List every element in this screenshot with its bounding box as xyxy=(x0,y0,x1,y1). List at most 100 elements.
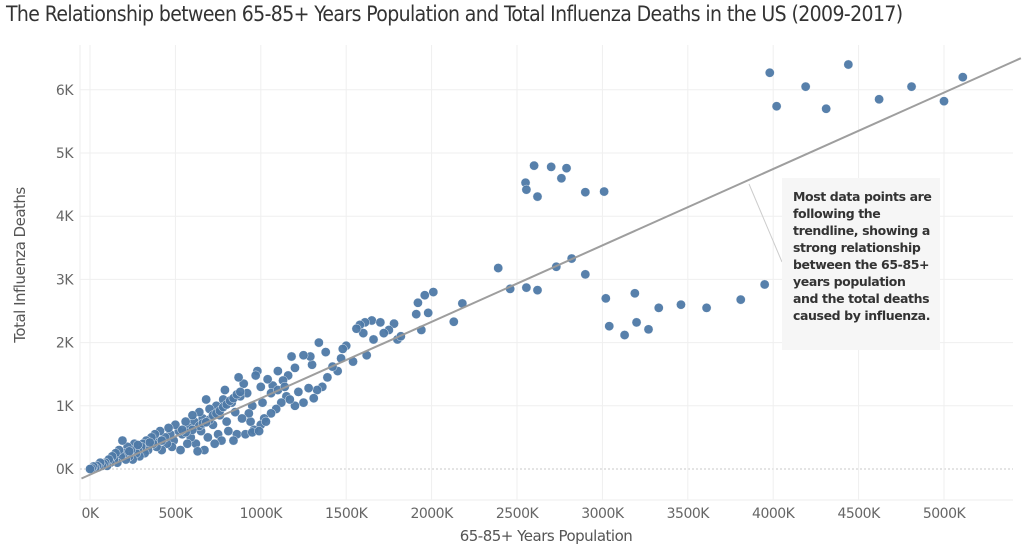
data-point xyxy=(378,328,389,338)
x-tick-label: 500K xyxy=(158,506,193,522)
data-point xyxy=(631,317,642,328)
data-point xyxy=(521,184,532,195)
chart-title: The Relationship between 65-85+ Years Po… xyxy=(6,2,903,26)
data-point xyxy=(285,394,295,405)
trendline-layer xyxy=(81,57,1022,480)
data-point xyxy=(759,279,770,290)
data-point xyxy=(419,290,430,301)
data-point xyxy=(286,351,297,362)
x-tick-label: 4000K xyxy=(752,506,796,522)
data-point xyxy=(182,438,193,449)
data-point xyxy=(800,81,811,92)
data-point xyxy=(358,328,369,338)
data-point xyxy=(375,317,386,328)
data-point xyxy=(939,96,949,106)
data-point xyxy=(529,160,539,171)
trendline xyxy=(81,57,1022,480)
x-tick-label: 2500K xyxy=(496,506,540,522)
data-point xyxy=(322,372,333,383)
data-point xyxy=(180,416,191,427)
y-tick-label: 0K xyxy=(56,462,74,478)
data-point xyxy=(303,383,314,393)
data-point xyxy=(266,408,276,419)
data-point xyxy=(735,294,746,305)
x-tick-label: 2000K xyxy=(410,506,454,522)
data-point xyxy=(245,416,256,427)
data-point xyxy=(308,393,319,404)
data-point xyxy=(238,378,249,389)
data-point xyxy=(298,350,309,361)
data-point xyxy=(187,410,198,421)
data-point xyxy=(580,269,591,280)
data-point xyxy=(389,318,399,329)
data-point xyxy=(290,363,300,373)
data-point xyxy=(307,359,317,370)
data-point xyxy=(133,440,143,450)
data-point xyxy=(262,374,273,385)
annotation-box: Most data points are following the trend… xyxy=(782,178,940,350)
y-tick-label: 2K xyxy=(56,336,74,352)
data-point xyxy=(843,59,854,70)
data-point xyxy=(493,263,504,273)
data-point xyxy=(423,308,433,318)
data-point xyxy=(601,293,611,304)
x-tick-label: 3000K xyxy=(581,506,625,522)
data-point xyxy=(604,321,615,331)
data-point xyxy=(643,324,654,335)
data-point xyxy=(411,309,422,319)
data-point xyxy=(906,81,917,92)
data-point xyxy=(413,297,423,308)
data-point xyxy=(764,67,775,78)
data-point xyxy=(228,435,239,446)
data-point xyxy=(175,445,186,455)
data-point xyxy=(261,416,271,427)
data-point xyxy=(209,438,220,449)
data-point xyxy=(220,385,230,395)
data-point xyxy=(273,366,283,376)
data-point xyxy=(163,423,174,433)
data-point xyxy=(250,370,261,381)
data-point xyxy=(276,397,287,408)
data-point xyxy=(117,435,128,446)
gridlines xyxy=(79,45,1013,501)
data-point xyxy=(630,288,640,299)
data-point xyxy=(290,400,300,411)
data-point xyxy=(957,72,968,82)
data-point xyxy=(314,337,324,348)
data-point xyxy=(192,446,203,457)
data-point xyxy=(428,287,439,297)
data-point xyxy=(874,94,884,105)
data-point xyxy=(254,426,264,436)
data-point xyxy=(124,446,135,457)
x-tick-label: 1000K xyxy=(240,506,284,522)
data-point xyxy=(546,162,556,172)
annotation-connector xyxy=(748,183,783,263)
data-point xyxy=(201,394,211,405)
data-point xyxy=(653,303,664,313)
x-tick-label: 0K xyxy=(81,506,99,522)
data-point xyxy=(235,387,246,397)
y-tick-label: 6K xyxy=(56,83,74,99)
data-point xyxy=(293,387,304,397)
data-point xyxy=(599,186,609,197)
data-point xyxy=(821,103,831,114)
data-point xyxy=(532,285,543,295)
data-point xyxy=(449,316,459,327)
data-point xyxy=(312,385,322,395)
data-point xyxy=(237,413,247,424)
x-tick-label: 5000K xyxy=(923,506,967,522)
data-point xyxy=(244,408,254,419)
data-point xyxy=(676,299,686,310)
y-tick-label: 4K xyxy=(56,209,74,225)
x-tick-label: 1500K xyxy=(325,506,369,522)
data-point xyxy=(233,372,244,383)
data-point xyxy=(521,282,532,293)
data-point xyxy=(701,303,712,313)
data-point xyxy=(619,330,630,340)
data-point xyxy=(771,101,782,112)
data-point xyxy=(561,163,572,173)
data-point xyxy=(298,397,309,408)
y-axis: 0K 1K 2K 3K 4K 5K 6K xyxy=(56,83,75,478)
data-point xyxy=(320,347,331,357)
